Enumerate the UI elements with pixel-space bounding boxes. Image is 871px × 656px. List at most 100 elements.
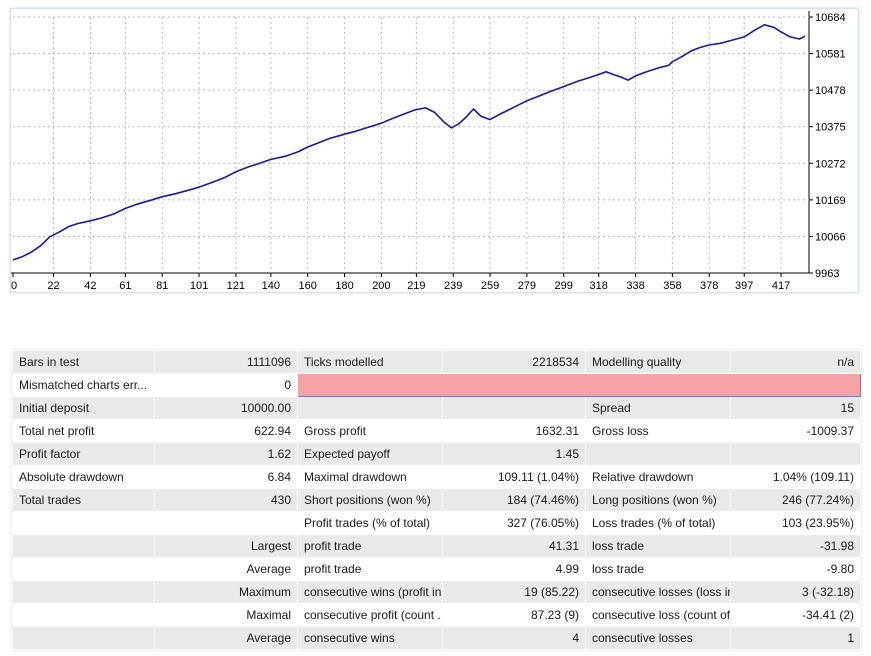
value-cell: Maximum	[154, 580, 298, 604]
label-cell: Total net profit	[12, 419, 155, 443]
x-tick-label: 417	[772, 280, 790, 292]
value-cell: 184 (74.46%)	[442, 488, 586, 512]
x-tick-label: 318	[590, 280, 608, 292]
label-cell	[12, 511, 155, 535]
report-row: Average profit trade 4.99 loss trade -9.80	[12, 557, 861, 581]
label-cell: Total trades	[12, 488, 155, 512]
value-cell: 327 (76.05%)	[442, 511, 586, 535]
value-cell: -31.98	[730, 534, 861, 558]
value-cell: 4	[442, 626, 586, 650]
x-tick-label: 299	[555, 280, 573, 292]
x-tick-label: 378	[700, 280, 718, 292]
report-row: Initial deposit 10000.00 Spread 15	[12, 396, 861, 420]
value-cell: 1.04% (109.11)	[730, 465, 861, 489]
y-tick-label: 9963	[815, 268, 839, 280]
balance-chart: 10684 10581 10478 10375 10272 10169 10066 9963 0…	[10, 8, 859, 293]
value-cell: 3 (-32.18)	[730, 580, 861, 604]
value-cell: 87.23 (9)	[442, 603, 586, 627]
x-tick-label: 239	[444, 280, 462, 292]
x-tick-label: 42	[84, 280, 96, 292]
value-cell: 1632.31	[442, 419, 586, 443]
label-cell: Profit factor	[12, 442, 155, 466]
x-tick-label: 279	[518, 280, 536, 292]
label-cell: Loss trades (% of total)	[585, 511, 731, 535]
label-cell: Absolute drawdown	[12, 465, 155, 489]
label-cell	[12, 580, 155, 604]
report-row: Largest profit trade 41.31 loss trade -31.98	[12, 534, 861, 558]
label-cell	[12, 534, 155, 558]
x-tick-label: 101	[190, 280, 208, 292]
value-cell: Maximal	[154, 603, 298, 627]
value-cell: Average	[154, 626, 298, 650]
label-cell	[12, 626, 155, 650]
label-cell: Bars in test	[12, 350, 155, 374]
label-cell: Maximal drawdown	[297, 465, 443, 489]
label-cell: Relative drawdown	[585, 465, 731, 489]
value-cell: 41.31	[442, 534, 586, 558]
value-cell: -1009.37	[730, 419, 861, 443]
y-tick-label: 10375	[815, 122, 846, 134]
value-cell: 1111096	[154, 350, 298, 374]
label-cell	[12, 603, 155, 627]
report-row: Maximum consecutive wins (profit in ... 19…	[12, 580, 861, 604]
report-row: Total net profit 622.94 Gross profit 1632.3…	[12, 419, 861, 443]
x-tick-label: 81	[156, 280, 168, 292]
label-cell: Mismatched charts err...	[12, 373, 155, 397]
value-cell: 19 (85.22)	[442, 580, 586, 604]
label-cell: Long positions (won %)	[585, 488, 731, 512]
label-cell: consecutive profit (count ...	[297, 603, 443, 627]
value-cell: 4.99	[442, 557, 586, 581]
report-row: Maximal consecutive profit (count ... 87.2…	[12, 603, 861, 627]
x-tick-label: 61	[119, 280, 131, 292]
value-cell: -34.41 (2)	[730, 603, 861, 627]
value-cell: 622.94	[154, 419, 298, 443]
x-tick-label: 200	[372, 280, 390, 292]
label-cell: loss trade	[585, 534, 731, 558]
value-cell: 2218534	[442, 350, 586, 374]
value-cell	[154, 511, 298, 535]
mismatch-error-bar	[297, 373, 861, 397]
label-cell: Short positions (won %)	[297, 488, 443, 512]
value-cell: 430	[154, 488, 298, 512]
value-cell: 246 (77.24%)	[730, 488, 861, 512]
label-cell: loss trade	[585, 557, 731, 581]
report-row: Bars in test 1111096 Ticks modelled 2218534…	[12, 350, 861, 374]
report-row: Absolute drawdown 6.84 Maximal drawdown 109…	[12, 465, 861, 489]
balance-chart-svg: 10684 10581 10478 10375 10272 10169 10066 9963 0…	[11, 11, 846, 292]
value-cell	[730, 442, 861, 466]
report-row: Average consecutive wins 4 consecutive loss…	[12, 626, 861, 650]
report-row: Profit factor 1.62 Expected payoff 1.45	[12, 442, 861, 466]
label-cell: consecutive loss (count of...	[585, 603, 731, 627]
value-cell: -9.80	[730, 557, 861, 581]
label-cell: Expected payoff	[297, 442, 443, 466]
x-tick-label: 160	[299, 280, 317, 292]
x-tick-label: 219	[407, 280, 425, 292]
value-cell: Largest	[154, 534, 298, 558]
balance-line	[12, 24, 806, 261]
value-cell: 1.45	[442, 442, 586, 466]
y-tick-label: 10066	[815, 231, 846, 243]
strategy-report-table: Bars in test 1111096 Ticks modelled 2218534…	[12, 350, 861, 650]
x-tick-label: 259	[481, 280, 499, 292]
value-cell	[442, 396, 586, 420]
label-cell: Initial deposit	[12, 396, 155, 420]
label-cell: consecutive losses	[585, 626, 731, 650]
y-tick-label: 10478	[815, 85, 846, 97]
x-tick-label: 22	[47, 280, 59, 292]
value-cell: 1	[730, 626, 861, 650]
label-cell: profit trade	[297, 534, 443, 558]
label-cell: Modelling quality	[585, 350, 731, 374]
y-tick-label: 10581	[815, 49, 846, 61]
x-tick-label: 338	[626, 280, 644, 292]
label-cell: Spread	[585, 396, 731, 420]
x-tick-label: 358	[663, 280, 681, 292]
value-cell: Average	[154, 557, 298, 581]
value-cell: 10000.00	[154, 396, 298, 420]
report-row: Mismatched charts err... 0	[12, 373, 861, 397]
label-cell: Gross profit	[297, 419, 443, 443]
value-cell: n/a	[730, 350, 861, 374]
value-cell: 1.62	[154, 442, 298, 466]
x-tick-label: 121	[227, 280, 245, 292]
label-cell: consecutive wins (profit in ...	[297, 580, 443, 604]
value-cell: 6.84	[154, 465, 298, 489]
